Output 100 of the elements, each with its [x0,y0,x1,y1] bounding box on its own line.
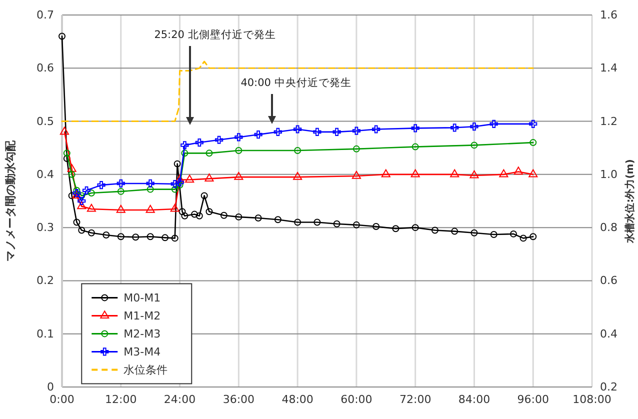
x-tick-label: 48:00 [282,392,314,406]
x-tick-label: 0:00 [50,392,74,406]
point [431,226,438,234]
y-tick-label: 0.6 [36,62,54,75]
y2-tick-label: 0.8 [600,221,618,234]
point [470,170,479,178]
point [274,216,282,224]
point [411,124,420,132]
point [146,179,154,188]
point [178,208,186,216]
y2-tick-label: 1.2 [600,114,618,128]
point [204,174,214,182]
point [520,234,527,242]
point [175,174,184,183]
point [235,147,242,154]
y-tick-label: 0.2 [36,274,54,288]
point [352,221,360,228]
point [181,212,188,220]
point [470,229,478,236]
legend-label: M0-M1 [124,292,161,305]
point [176,178,184,186]
x-tick-label: 36:00 [222,392,255,406]
point [117,188,124,195]
point [313,128,322,136]
point [88,229,95,236]
point [174,160,181,168]
point [234,172,244,180]
point [372,223,380,230]
point [220,212,228,219]
y2-tick-label: 0.2 [600,380,618,394]
point [352,126,360,135]
point [214,136,224,144]
point [200,192,208,200]
point [490,231,498,238]
point [78,196,86,206]
point [451,228,458,235]
point [171,186,178,193]
y-axis-title: マノメータ間の動水勾配 [4,140,17,262]
legend-label: 水位条件 [124,364,168,377]
y2-tick-label: 1.6 [600,8,618,22]
point [381,169,390,178]
point [412,224,419,232]
legend-label: M2-M3 [124,328,161,341]
annotation: 25:20 北側壁付近で発生 [154,28,276,41]
point [180,141,189,150]
point [412,143,419,150]
point [392,225,400,232]
point [254,214,262,222]
point [410,169,420,178]
point [132,234,140,241]
point [490,120,498,128]
annotation: 40:00 中央付近で発生 [240,76,352,89]
y-tick-label: 0.1 [36,327,54,340]
y-tick-label: 0.4 [36,168,54,181]
point [88,190,95,197]
point [73,186,80,194]
point [170,180,179,188]
point [499,169,508,178]
point [470,142,478,149]
y-tick-label: 0.7 [36,8,54,22]
point [254,130,262,139]
point [450,124,459,132]
y-tick-label: 0.3 [36,221,54,234]
point [82,186,91,194]
point [170,204,180,212]
point [97,181,106,190]
legend-label: M3-M4 [124,346,161,359]
x-tick-label: 96:00 [517,392,549,406]
point [181,150,188,157]
point [116,179,125,188]
point [234,133,243,142]
point [352,170,361,179]
legend-label: M1-M2 [124,310,161,323]
point [294,147,302,154]
point [146,186,154,193]
point [196,212,203,220]
point [235,213,242,220]
point [206,208,213,216]
point [185,174,194,183]
point [102,232,110,238]
point [294,125,302,134]
y2-tick-label: 0.4 [600,327,618,340]
x-tick-label: 72:00 [399,392,432,406]
point [206,150,213,157]
x-tick-label: 24:00 [164,392,196,406]
y2-tick-label: 1.0 [600,168,618,181]
point [293,172,302,180]
y2-tick-label: 0.6 [600,274,618,288]
point [372,125,380,134]
point [171,234,178,242]
y-tick-label: 0.5 [36,114,54,128]
point [352,145,360,152]
line-series [61,60,534,122]
point [191,210,198,218]
point [60,126,69,135]
point [529,120,538,128]
point [146,233,154,240]
point [77,201,86,210]
x-tick-label: 108:00 [572,392,612,406]
point [510,230,517,238]
